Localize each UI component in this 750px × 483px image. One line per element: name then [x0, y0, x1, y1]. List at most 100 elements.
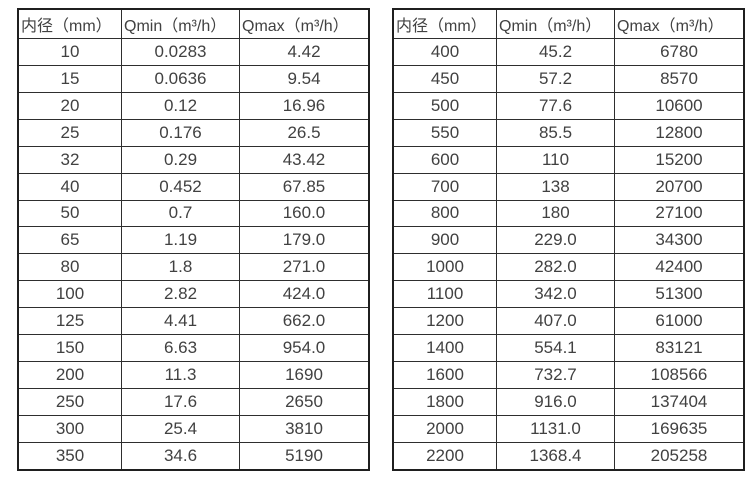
table-row: 400 45.2 6780 [392, 38, 745, 66]
table-cell: 1690 [239, 361, 370, 389]
table-cell: 1368.4 [496, 441, 615, 471]
flow-table-large-diameters: 内径（mm） Qmin（m³/h） Qmax（m³/h） 400 45.2 6780 450… [392, 8, 745, 471]
table-row: 40 0.452 67.85 [17, 172, 370, 201]
table-cell: 250 [17, 387, 122, 416]
column-header: Qmax（m³/h） [614, 8, 745, 39]
table-cell: 67.85 [239, 172, 370, 201]
table-cell: 2.82 [121, 280, 240, 309]
table-cell: 42400 [614, 253, 745, 282]
table-cell: 400 [392, 38, 497, 66]
table-row: 65 1.19 179.0 [17, 226, 370, 255]
table-cell: 65 [17, 226, 122, 255]
table-cell: 2000 [392, 414, 497, 443]
table-cell: 916.0 [496, 387, 615, 416]
table-cell: 34300 [614, 226, 745, 255]
table-row: 800 180 27100 [392, 199, 745, 228]
table-cell: 8570 [614, 64, 745, 93]
table-cell: 900 [392, 226, 497, 255]
table-cell: 12800 [614, 118, 745, 147]
table-cell: 138 [496, 172, 615, 201]
table-cell: 450 [392, 64, 497, 93]
table-row: 25 0.176 26.5 [17, 118, 370, 147]
table-row: 80 1.8 271.0 [17, 253, 370, 282]
table-cell: 350 [17, 441, 122, 471]
table-row: 1200 407.0 61000 [392, 307, 745, 336]
table-cell: 229.0 [496, 226, 615, 255]
column-header: 内径（mm） [17, 8, 122, 39]
table-cell: 26.5 [239, 118, 370, 147]
table-cell: 0.176 [121, 118, 240, 147]
table-cell: 15 [17, 64, 122, 93]
table-cell: 1400 [392, 334, 497, 363]
table-cell: 0.29 [121, 145, 240, 174]
table-cell: 424.0 [239, 280, 370, 309]
table-row: 200 11.3 1690 [17, 361, 370, 389]
table-cell: 15200 [614, 145, 745, 174]
table-cell: 700 [392, 172, 497, 201]
table-cell: 1000 [392, 253, 497, 282]
table-cell: 2200 [392, 441, 497, 471]
table-cell: 800 [392, 199, 497, 228]
table-cell: 1131.0 [496, 414, 615, 443]
table-row: 150 6.63 954.0 [17, 334, 370, 363]
table-row: 10 0.0283 4.42 [17, 38, 370, 66]
column-header: Qmin（m³/h） [121, 8, 240, 39]
table-row: 50 0.7 160.0 [17, 199, 370, 228]
table-cell: 50 [17, 199, 122, 228]
column-header: 内径（mm） [392, 8, 497, 39]
table-cell: 11.3 [121, 361, 240, 389]
table-row: 550 85.5 12800 [392, 118, 745, 147]
table-cell: 20 [17, 91, 122, 120]
table-cell: 271.0 [239, 253, 370, 282]
table-cell: 45.2 [496, 38, 615, 66]
table-cell: 160.0 [239, 199, 370, 228]
table-cell: 0.0636 [121, 64, 240, 93]
table-cell: 282.0 [496, 253, 615, 282]
table-row: 1000 282.0 42400 [392, 253, 745, 282]
header-row: 内径（mm） Qmin（m³/h） Qmax（m³/h） [392, 8, 745, 39]
table-cell: 200 [17, 361, 122, 389]
column-header: Qmax（m³/h） [239, 8, 370, 39]
table-row: 100 2.82 424.0 [17, 280, 370, 309]
table-cell: 954.0 [239, 334, 370, 363]
table-row: 900 229.0 34300 [392, 226, 745, 255]
table-cell: 10600 [614, 91, 745, 120]
table-cell: 407.0 [496, 307, 615, 336]
table-cell: 34.6 [121, 441, 240, 471]
table-row: 1100 342.0 51300 [392, 280, 745, 309]
table-row: 600 110 15200 [392, 145, 745, 174]
table-cell: 1.19 [121, 226, 240, 255]
table-cell: 17.6 [121, 387, 240, 416]
table-cell: 300 [17, 414, 122, 443]
table-cell: 342.0 [496, 280, 615, 309]
table-cell: 0.12 [121, 91, 240, 120]
header-row: 内径（mm） Qmin（m³/h） Qmax（m³/h） [17, 8, 370, 39]
flow-table-small-diameters: 内径（mm） Qmin（m³/h） Qmax（m³/h） 10 0.0283 4.42 15… [17, 8, 370, 471]
table-cell: 27100 [614, 199, 745, 228]
table-cell: 6.63 [121, 334, 240, 363]
table-cell: 51300 [614, 280, 745, 309]
table-cell: 2650 [239, 387, 370, 416]
table-cell: 32 [17, 145, 122, 174]
table-cell: 85.5 [496, 118, 615, 147]
table-cell: 16.96 [239, 91, 370, 120]
table-cell: 0.452 [121, 172, 240, 201]
table-row: 450 57.2 8570 [392, 64, 745, 93]
table-cell: 80 [17, 253, 122, 282]
table-cell: 169635 [614, 414, 745, 443]
table-cell: 554.1 [496, 334, 615, 363]
table-row: 2200 1368.4 205258 [392, 441, 745, 471]
table-cell: 125 [17, 307, 122, 336]
table-cell: 110 [496, 145, 615, 174]
table-cell: 5190 [239, 441, 370, 471]
table-cell: 732.7 [496, 361, 615, 389]
table-cell: 83121 [614, 334, 745, 363]
table-cell: 1600 [392, 361, 497, 389]
table-row: 1600 732.7 108566 [392, 361, 745, 389]
table-cell: 20700 [614, 172, 745, 201]
table-row: 300 25.4 3810 [17, 414, 370, 443]
table-cell: 108566 [614, 361, 745, 389]
table-cell: 4.42 [239, 38, 370, 66]
table-cell: 10 [17, 38, 122, 66]
table-cell: 3810 [239, 414, 370, 443]
